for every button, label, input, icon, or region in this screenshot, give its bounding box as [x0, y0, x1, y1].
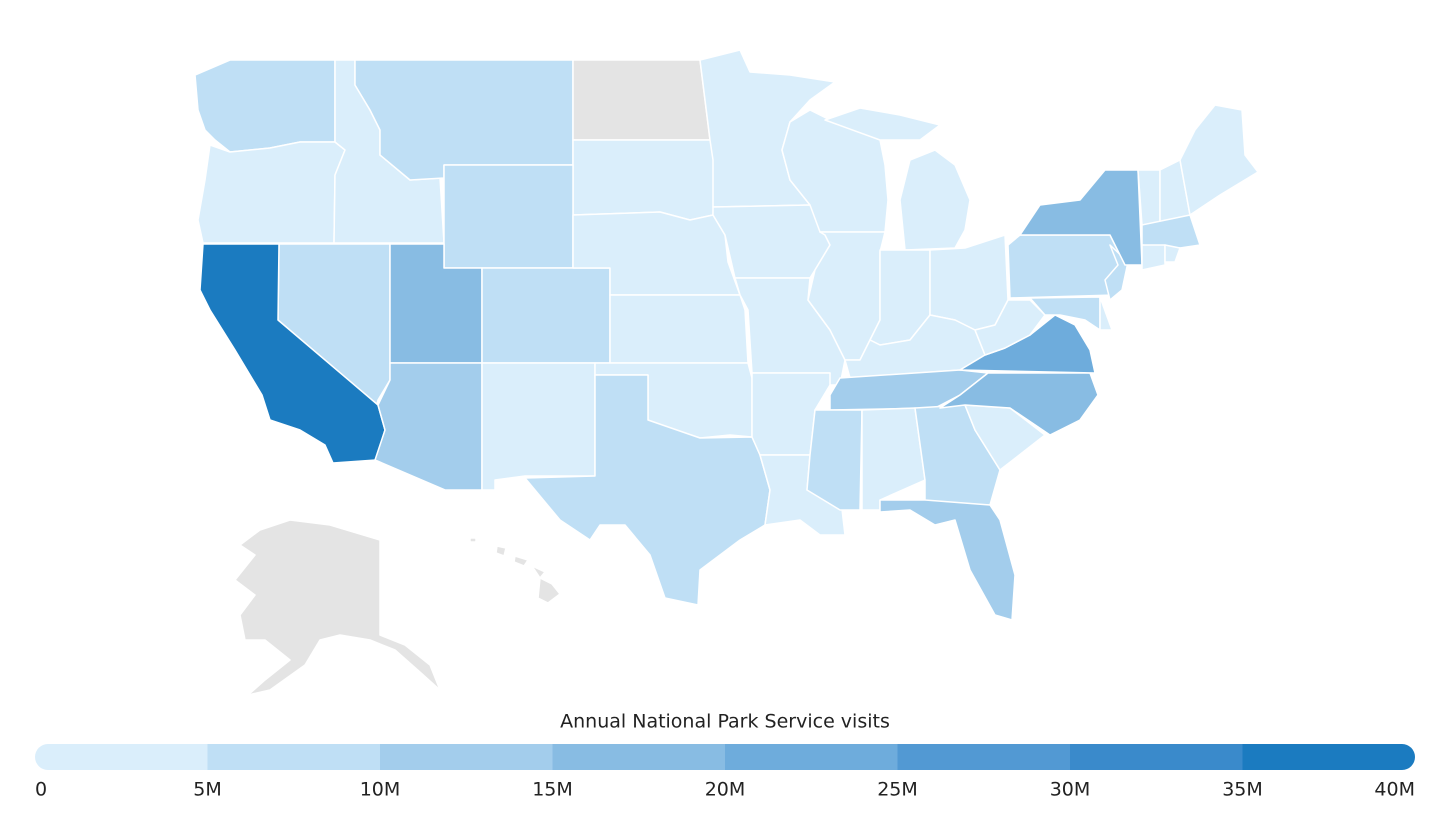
state	[443, 164, 574, 269]
legend: 0 5M 10M 15M 20M 25M 30M 35M 40M	[35, 744, 1415, 801]
state	[939, 372, 1099, 436]
state	[199, 243, 386, 464]
legend-tick-label: 35M	[1222, 779, 1263, 801]
state	[197, 141, 346, 244]
state	[354, 59, 574, 181]
state	[572, 59, 711, 141]
state	[234, 519, 441, 696]
legend-tick-label: 30M	[1050, 779, 1091, 801]
legend-tick-label: 15M	[532, 779, 573, 801]
state	[879, 499, 1016, 621]
legend-segment	[35, 744, 208, 770]
state	[974, 299, 1046, 356]
state	[861, 407, 926, 511]
legend-tick-label: 5M	[193, 779, 221, 801]
state	[929, 234, 1009, 331]
state	[609, 294, 749, 364]
state	[824, 107, 971, 251]
legend-segment	[552, 744, 726, 770]
legend-segment	[897, 744, 1071, 770]
state	[806, 409, 863, 511]
state	[572, 211, 741, 296]
legend-segment	[380, 744, 553, 770]
state	[469, 537, 561, 604]
legend-tick-label: 0	[35, 779, 47, 801]
legend-tick-label: 20M	[705, 779, 746, 801]
state	[194, 59, 336, 153]
state	[374, 362, 483, 491]
legend-tick-label: 40M	[1374, 779, 1415, 801]
state	[524, 374, 771, 606]
state	[481, 362, 596, 491]
legend-tick-label: 10M	[360, 779, 401, 801]
legend-segment	[725, 744, 898, 770]
state	[481, 267, 611, 364]
legend-segment	[1242, 744, 1415, 770]
state	[1141, 214, 1201, 249]
state	[1099, 296, 1113, 331]
state	[572, 139, 716, 221]
state	[1141, 244, 1166, 271]
legend-title: Annual National Park Service visits	[560, 711, 890, 733]
legend-bar	[35, 744, 1415, 770]
legend-tick-label: 25M	[877, 779, 918, 801]
state	[1179, 104, 1259, 216]
state	[1137, 169, 1161, 226]
state	[1164, 244, 1181, 263]
legend-segment	[1070, 744, 1243, 770]
states	[194, 49, 1259, 696]
legend-segment	[207, 744, 381, 770]
